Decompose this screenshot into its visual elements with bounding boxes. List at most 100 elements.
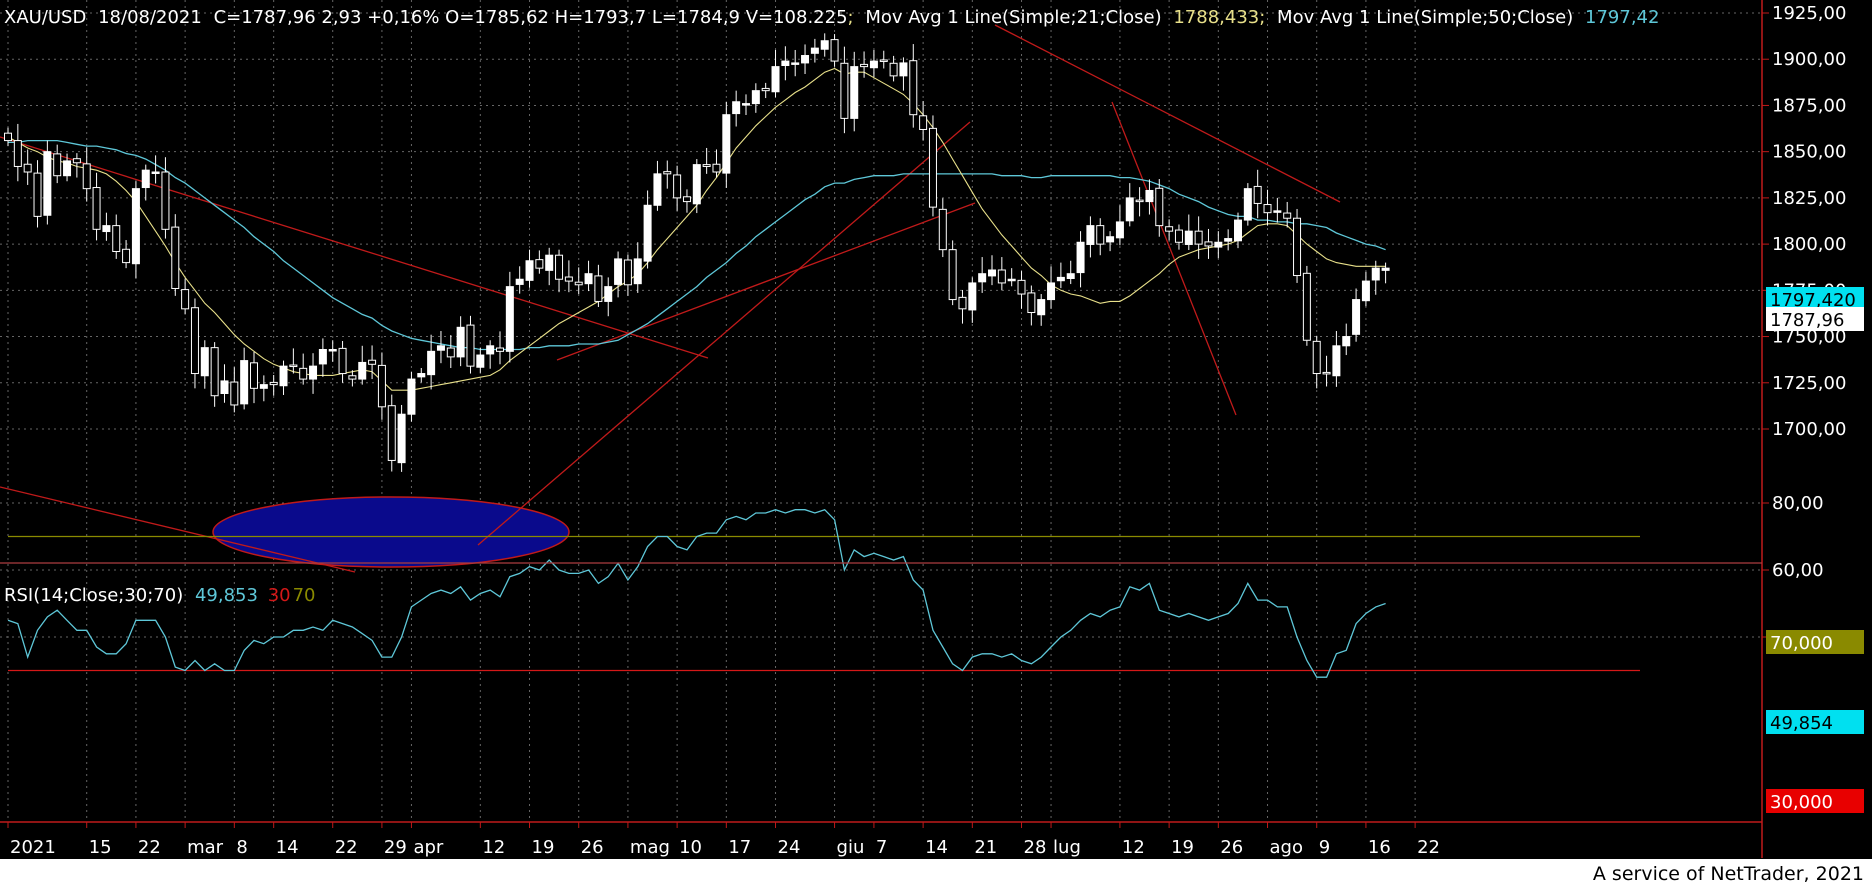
rsi-line (7, 508, 1386, 678)
candle-body-87 (860, 63, 869, 68)
candle-body-85 (840, 62, 849, 119)
candle-body-17 (171, 226, 180, 289)
candle-body-95 (938, 208, 947, 251)
x-tick-label-23: 19 (1171, 837, 1194, 858)
x-tick-label-22: 12 (1122, 837, 1145, 858)
candle-body-24 (240, 360, 249, 405)
candle-body-12 (122, 248, 131, 264)
candle-body-79 (781, 60, 790, 67)
candle-body-3 (33, 172, 42, 217)
candle-body-74 (732, 101, 741, 115)
badge-rsi-low-bg (1766, 789, 1864, 813)
candle-body-103 (1017, 279, 1026, 295)
x-tick-label-7: 29 (384, 837, 407, 858)
candle-body-53 (525, 260, 534, 281)
candle-body-2 (23, 163, 32, 173)
candle-body-130 (1283, 212, 1292, 219)
header-sep-1: ; (848, 7, 854, 28)
price-header: XAU/USD 18/08/2021 C=1787,96 2,93 +0,16%… (4, 7, 1659, 28)
x-tick-label-5: 14 (276, 837, 299, 858)
trendline-5 (1111, 101, 1237, 416)
candle-body-101 (997, 269, 1006, 284)
x-tick-label-3: mar (187, 837, 224, 858)
candle-body-89 (879, 59, 888, 62)
price-tick-label-0: 1925,00 (1772, 3, 1846, 24)
candle-body-31 (309, 365, 318, 380)
candle-body-104 (1027, 292, 1036, 314)
candle-body-26 (259, 384, 268, 389)
x-tick-label-11: 26 (581, 837, 604, 858)
price-tick-label-4: 1825,00 (1772, 188, 1846, 209)
price-tick-label-5: 1800,00 (1772, 234, 1846, 255)
candle-body-140 (1381, 267, 1390, 271)
candle-body-67 (663, 171, 672, 175)
double-bottom-ellipse (212, 496, 570, 568)
candle-body-105 (1037, 299, 1046, 316)
candle-body-80 (791, 62, 800, 65)
candle-body-127 (1253, 185, 1262, 204)
header-ohlc: C=1787,96 2,93 +0,16% O=1785,62 H=1793,7… (214, 7, 848, 28)
candle-body-55 (545, 254, 554, 271)
price-tick-label-1: 1900,00 (1772, 49, 1846, 70)
x-tick-label-1: 15 (89, 837, 112, 858)
candle-body-134 (1322, 371, 1331, 375)
candle-body-99 (978, 273, 987, 283)
x-tick-label-19: 21 (974, 837, 997, 858)
candle-body-72 (712, 163, 721, 173)
x-tick-label-12: mag (630, 837, 670, 858)
candle-body-20 (200, 347, 209, 377)
candle-body-61 (604, 286, 613, 302)
candle-body-93 (919, 115, 928, 130)
candle-body-126 (1243, 188, 1252, 221)
x-tick-label-8: apr (413, 837, 443, 858)
rsi-header-label: RSI(14;Close;30;70) (4, 585, 183, 606)
candle-body-76 (751, 90, 760, 105)
candle-body-18 (181, 289, 190, 310)
candle-body-96 (948, 249, 957, 301)
candle-body-22 (220, 380, 229, 395)
x-tick-label-4: 8 (236, 837, 247, 858)
candle-body-52 (515, 278, 524, 285)
candle-body-136 (1342, 336, 1351, 347)
candle-body-43 (427, 350, 436, 376)
candle-body-11 (112, 225, 121, 253)
price-tick-label-3: 1850,00 (1772, 142, 1846, 163)
candle-body-62 (614, 258, 623, 285)
ma50-line (8, 139, 1386, 351)
candle-body-125 (1234, 219, 1242, 242)
rsi-tick-label-1: 60,00 (1772, 560, 1824, 581)
candle-body-64 (633, 258, 642, 285)
candle-body-27 (269, 381, 278, 386)
candle-body-81 (801, 55, 810, 64)
header-ma21-label: Mov Avg 1 Line(Simple;21;Close) (865, 7, 1161, 28)
candle-body-10 (102, 225, 111, 233)
candle-body-122 (1204, 241, 1213, 247)
price-tick-label-7: 1750,00 (1772, 327, 1846, 348)
candle-body-91 (899, 62, 908, 77)
axes-layer: 1925,00 1900,00 1875,00 1850,00 1825,00 1800,… (0, 0, 1846, 858)
candle-body-128 (1263, 204, 1272, 214)
candle-body-54 (535, 259, 544, 269)
trendline-0 (0, 136, 709, 359)
x-tick-label-9: 12 (482, 837, 505, 858)
candle-body-78 (771, 66, 780, 93)
x-tick-label-27: 16 (1368, 837, 1391, 858)
candles-layer (4, 33, 1390, 472)
candle-body-37 (368, 359, 377, 365)
candle-body-57 (564, 276, 573, 282)
candle-body-106 (1047, 282, 1056, 301)
rsi-header-value: 49,853 (195, 585, 258, 606)
candle-body-97 (958, 296, 967, 310)
candle-body-77 (761, 87, 770, 92)
candle-body-29 (289, 364, 298, 368)
candle-body-71 (702, 164, 711, 167)
badge-rsi-value: 49,854 (1770, 713, 1833, 734)
candle-body-83 (820, 40, 829, 50)
x-tick-label-6: 22 (335, 837, 358, 858)
candle-body-100 (988, 269, 996, 277)
badge-rsi-low: 30,000 (1770, 792, 1833, 813)
candle-body-121 (1194, 230, 1203, 245)
candle-body-34 (338, 347, 347, 375)
candle-body-139 (1371, 267, 1380, 281)
candle-body-50 (496, 347, 504, 352)
